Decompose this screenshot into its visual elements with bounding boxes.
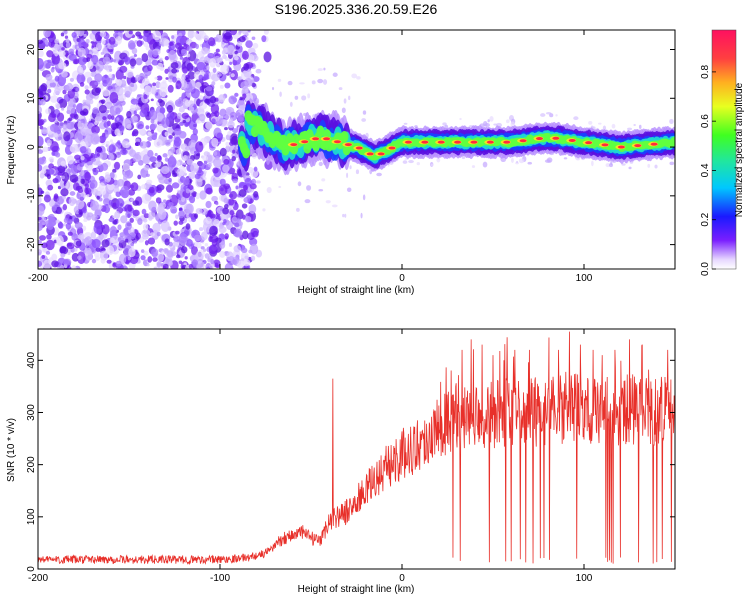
snr-y-tick-label: 300 bbox=[26, 404, 37, 421]
colorbar-ticks: 0.0 0.2 0.4 0.6 0.8 bbox=[700, 64, 716, 276]
snr-y-tick-label: 100 bbox=[26, 508, 37, 525]
colorbar: 0.0 0.2 0.4 0.6 0.8 Normalized spectral ampl… bbox=[700, 29, 745, 276]
colorbar-tick-label: 0.4 bbox=[700, 163, 711, 177]
spectrogram-y-label: Frequency (Hz) bbox=[6, 116, 17, 185]
colorbar-gradient bbox=[712, 30, 736, 269]
colorbar-frame bbox=[711, 29, 737, 270]
colorbar-tick-label: 0.8 bbox=[700, 64, 711, 78]
colorbar-tick-label: 0.6 bbox=[700, 114, 711, 128]
snr-y-label: SNR (10 * v/v) bbox=[6, 418, 17, 482]
snr-x-tick-label: 100 bbox=[576, 573, 593, 584]
snr-x-tick-label: 0 bbox=[399, 573, 405, 584]
snr-y-ticks: 0 100 200 300 400 bbox=[26, 352, 675, 572]
spectrogram-x-tick-label: -100 bbox=[210, 273, 230, 284]
spectrogram-y-tick-label: 0 bbox=[26, 144, 37, 150]
snr-series-line bbox=[38, 331, 675, 566]
spectrogram-frame bbox=[37, 29, 676, 270]
snr-frame bbox=[37, 328, 676, 570]
snr-x-tick-label: -200 bbox=[28, 573, 48, 584]
chart-title: S196.2025.336.20.59.E26 bbox=[275, 1, 438, 17]
spectrogram-x-tick-label: 100 bbox=[576, 273, 593, 284]
spectrogram-x-label: Height of straight line (km) bbox=[298, 285, 415, 296]
colorbar-tick-label: 0.0 bbox=[700, 262, 711, 276]
snr-x-ticks: -200 -100 0 100 bbox=[28, 329, 593, 584]
spectrogram-x-tick-label: -200 bbox=[28, 273, 48, 284]
spectrogram-y-tick-label: -10 bbox=[26, 188, 37, 203]
spectrogram-y-ticks: 20 10 0 -10 -20 bbox=[26, 44, 675, 252]
snr-x-tick-label: -100 bbox=[210, 573, 230, 584]
snr-y-tick-label: 0 bbox=[26, 566, 37, 572]
snr-y-tick-label: 200 bbox=[26, 456, 37, 473]
spectrogram-x-ticks: -200 -100 0 100 bbox=[28, 30, 593, 284]
spectrogram-y-tick-label: 20 bbox=[26, 44, 37, 56]
snr-x-label: Height of straight line (km) bbox=[298, 584, 415, 595]
spectrogram-heatmap bbox=[38, 30, 675, 269]
spectrogram-y-tick-label: -20 bbox=[26, 237, 37, 252]
spectrogram-x-tick-label: 0 bbox=[399, 273, 405, 284]
spectrogram-y-tick-label: 10 bbox=[26, 92, 37, 104]
snr-panel: -200 -100 0 100 0 100 200 300 400 Height of str… bbox=[6, 328, 676, 595]
snr-y-tick-label: 400 bbox=[26, 352, 37, 369]
colorbar-label: Normalized spectral amplitude bbox=[734, 82, 745, 217]
colorbar-tick-label: 0.2 bbox=[700, 212, 711, 226]
